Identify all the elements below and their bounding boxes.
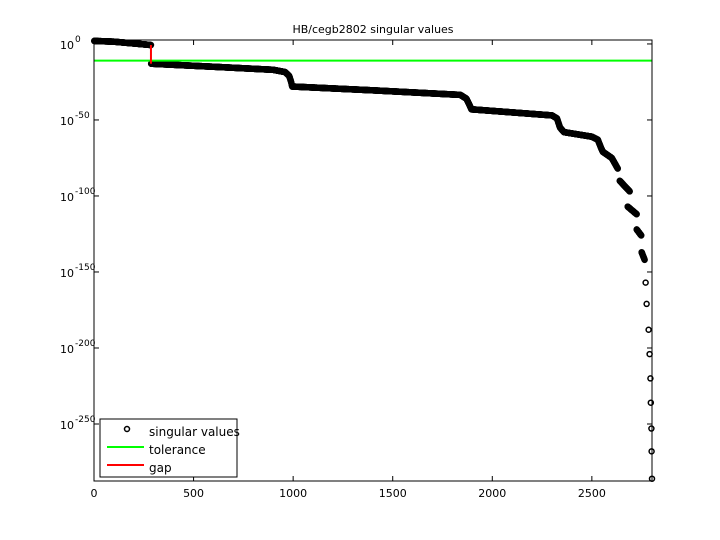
legend-label-tolerance: tolerance: [149, 443, 206, 457]
singular-value-point: [648, 425, 655, 432]
y-tick-label: 10: [60, 115, 74, 128]
plot-area: [94, 40, 652, 481]
y-tick-label: 10: [60, 419, 74, 432]
y-tick-label: 10: [60, 39, 74, 52]
y-tick-label: 10: [60, 343, 74, 356]
legend-label-gap: gap: [149, 461, 172, 475]
x-tick-label: 1500: [379, 487, 407, 500]
legend: singular values tolerance gap: [99, 418, 240, 478]
x-tick-label: 500: [183, 487, 204, 500]
x-tick-label: 1000: [279, 487, 307, 500]
legend-marker-circle-icon: [123, 425, 131, 433]
y-tick-exponent: -200: [75, 339, 96, 349]
y-tick-exponent: -100: [75, 187, 96, 197]
singular-value-point: [643, 300, 650, 308]
y-tick-exponent: -50: [75, 111, 90, 121]
y-tick-label: 10: [60, 267, 74, 280]
axes-box: [93, 39, 653, 482]
singular-value-point: [633, 210, 640, 218]
singular-value-point: [645, 326, 652, 333]
x-tick-label: 2000: [478, 487, 506, 500]
singular-value-point: [641, 256, 648, 264]
singular-value-point: [647, 375, 654, 382]
singular-value-point: [642, 279, 649, 286]
singular-value-point: [638, 232, 645, 239]
y-tick-label: 10: [60, 191, 74, 204]
singular-value-point: [614, 165, 621, 172]
x-tick-label: 0: [91, 487, 98, 500]
chart-title: HB/cegb2802 singular values: [292, 23, 453, 36]
y-tick-exponent: 0: [75, 35, 81, 45]
x-tick-label: 2500: [578, 487, 606, 500]
singular-value-point: [626, 188, 633, 195]
singular-value-point: [647, 399, 655, 406]
y-tick-exponent: -250: [75, 415, 96, 425]
legend-label-singular-values: singular values: [149, 425, 240, 439]
y-tick-exponent: -150: [75, 263, 96, 273]
